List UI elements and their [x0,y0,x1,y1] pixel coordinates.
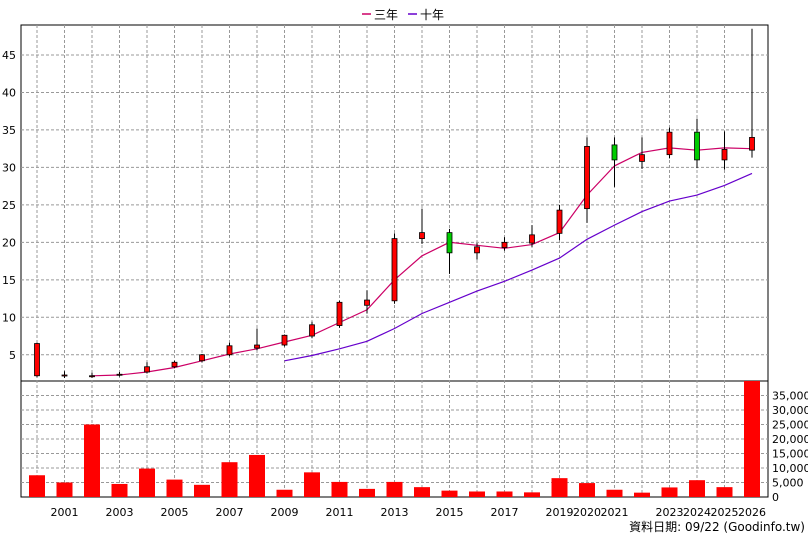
volume-bar [469,491,485,497]
candle-body [34,343,40,377]
volume-tick-label: 30,000 [772,404,808,417]
price-tick-label: 10 [2,311,16,324]
candle-body [446,232,453,254]
x-tick-label: 2021 [601,506,629,519]
candlesticks [34,28,755,379]
candle-body [474,246,480,254]
volume-bar [249,454,265,497]
volume-bar [331,481,348,497]
volume-bar [84,424,100,497]
volume-bars [29,381,760,497]
candle-body [391,238,398,302]
price-tick-label: 40 [2,86,16,99]
footer-source-label: 資料日期: 09/22 (Goodinfo.tw) [629,520,805,534]
x-tick-label: 2003 [106,506,134,519]
x-tick-label: 2023 [656,506,684,519]
candle-body [364,299,370,306]
x-tick-label: 2007 [216,506,244,519]
volume-bar [441,490,458,497]
candle-body [281,334,288,346]
candle-body [61,374,68,377]
volume-bar [689,480,705,497]
price-tick-label: 20 [2,236,16,249]
volume-tick-label: 15,000 [772,448,808,461]
price-tick-label: 5 [9,349,16,362]
price-tick-label: 15 [2,274,16,287]
volume-bar [661,487,678,497]
volume-bar [194,484,210,497]
price-tick-label: 30 [2,161,16,174]
volume-tick-label: 0 [772,491,779,504]
volume-bar [139,468,155,497]
volume-bar [56,482,73,497]
price-tick-label: 25 [2,199,16,212]
x-tick-label: 2001 [51,506,79,519]
candle-body [721,149,728,161]
price-tick-label: 45 [2,49,16,62]
volume-bar [524,492,540,497]
candle-body [254,344,260,349]
volume-bar [111,483,128,497]
volume-bar [496,491,513,497]
x-tick-label: 2011 [326,506,354,519]
candle-body [556,209,563,234]
legend-label: 三年 [374,8,398,22]
candle-body [116,373,123,376]
volume-bar [221,462,238,497]
volume-tick-label: 25,000 [772,419,808,432]
volume-bar [414,487,430,497]
x-tick-label: 2019 [546,506,574,519]
candle-body [144,366,150,373]
candle-body [309,324,315,337]
candle-body [501,241,508,248]
price-tick-label: 35 [2,124,16,137]
x-tick-label: 2005 [161,506,189,519]
volume-bar [551,478,568,497]
axis-tick-labels: 5101520253035404505,00010,00015,00020,00… [2,49,808,519]
candle-body [199,354,205,362]
chart-legend: 三年 十年 [362,8,444,22]
candle-body [611,144,618,161]
candle-body [584,146,590,210]
volume-bar [359,488,375,497]
x-tick-label: 2026 [738,506,766,519]
volume-bar [716,487,733,497]
volume-tick-label: 20,000 [772,433,808,446]
volume-bar [276,489,293,497]
x-tick-label: 2024 [683,506,711,519]
volume-bar [579,483,595,497]
volume-bar [606,489,623,497]
x-tick-label: 2020 [573,506,601,519]
x-tick-label: 2025 [711,506,739,519]
x-tick-label: 2009 [271,506,299,519]
candle-body [639,154,645,162]
x-tick-label: 2017 [491,506,519,519]
candle-body [226,345,233,356]
candle-body [419,232,425,240]
candle-body [89,375,95,378]
legend-label: 十年 [420,8,444,22]
candle-body [529,234,535,244]
volume-bar [166,479,183,497]
candle-body [666,131,673,156]
moving-average-line [284,172,753,362]
candle-body [171,361,178,368]
candle-body [336,301,343,326]
volume-bar [304,472,320,497]
volume-tick-label: 35,000 [772,390,808,403]
candle-body [694,131,700,161]
chart-grid [21,25,768,497]
volume-bar [29,475,45,497]
x-tick-label: 2013 [381,506,409,519]
volume-bar [386,481,403,497]
x-tick-label: 2015 [436,506,464,519]
volume-tick-label: 10,000 [772,462,808,475]
candle-body [749,137,755,151]
volume-bar [634,492,650,497]
volume-bar [744,381,760,497]
volume-tick-label: 5,000 [772,477,804,490]
